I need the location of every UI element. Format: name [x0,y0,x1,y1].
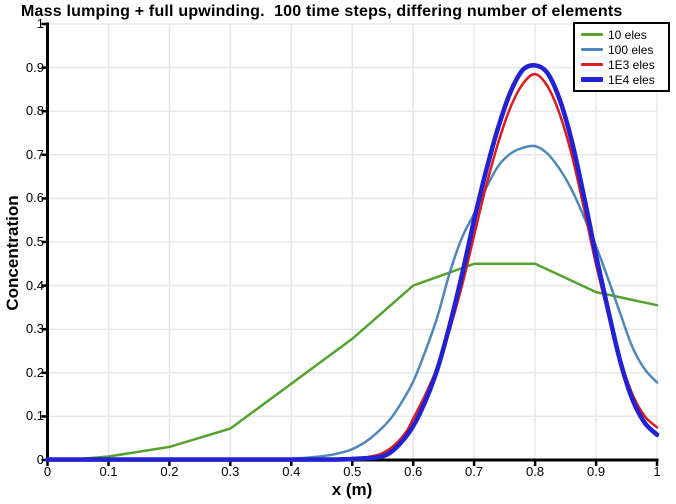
x-tick-label: 0 [43,464,52,479]
legend-label-10-eles: 10 eles [608,27,647,42]
y-tick-label: 0.1 [25,408,44,424]
legend-label-1e3-eles: 1E3 eles [608,57,655,72]
legend-line-1e3-eles-icon [581,63,603,66]
series-10-eles [46,262,659,461]
x-tick-label: 0.2 [160,464,179,479]
legend-label-1e4-eles: 1E4 eles [608,72,655,87]
y-tick-label: 0 [36,452,44,467]
series-1e4-eles [45,62,660,462]
y-tick-label: 0.7 [25,146,44,162]
x-axis-label: x (m) [331,480,373,499]
x-tick-label: 0.7 [465,464,484,479]
x-tick-label: 0.4 [282,464,301,479]
y-tick-label: 0.4 [25,277,44,293]
x-tick-label: 0.3 [221,464,240,479]
x-tick-label: 1 [653,464,661,479]
y-tick-label: 0.8 [25,103,44,119]
y-tick-label: 0.5 [25,234,44,249]
legend: 10 eles 100 eles 1E3 eles 1E4 eles [573,22,670,92]
legend-line-1e4-eles-icon [581,77,603,82]
legend-item-10-eles: 10 eles [581,29,668,41]
y-axis-label: Concentration [3,195,22,311]
y-tick-label: 1 [36,16,44,31]
x-tick-label: 0.6 [404,464,423,479]
y-tick-label: 0.9 [25,59,44,75]
legend-item-1e3-eles: 1E3 eles [581,59,668,71]
legend-item-1e4-eles: 1E4 eles [581,74,668,86]
y-tick-label: 0.2 [25,364,44,380]
y-tick-label: 0.3 [25,321,44,337]
x-tick-label: 0.8 [526,464,545,479]
legend-item-100-eles: 100 eles [581,44,668,56]
x-tick-label: 0.9 [587,464,606,479]
x-tick-label: 0.5 [343,464,362,479]
legend-line-10-eles-icon [581,33,603,36]
chart-title: Mass lumping + full upwinding. 100 time … [21,3,623,20]
y-tick-label: 0.6 [25,190,44,206]
legend-line-100-eles-icon [581,48,603,51]
legend-label-100-eles: 100 eles [608,42,654,57]
x-tick-label: 0.1 [99,464,118,479]
